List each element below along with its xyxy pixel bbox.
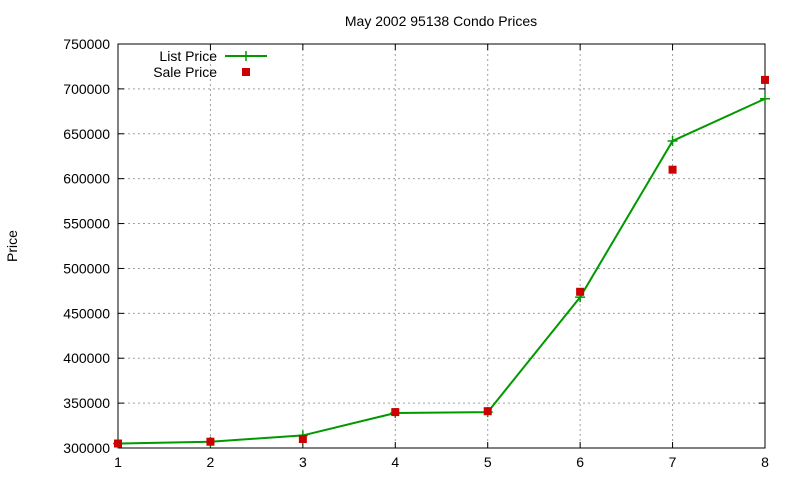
x-tick-label: 1 bbox=[114, 454, 122, 470]
list-price-point bbox=[760, 93, 770, 104]
y-tick-label: 450000 bbox=[63, 305, 110, 321]
y-tick-label: 750000 bbox=[63, 36, 110, 52]
y-tick-label: 600000 bbox=[63, 171, 110, 187]
x-tick-label: 3 bbox=[299, 454, 307, 470]
sale-price-point bbox=[576, 287, 585, 296]
legend-marker bbox=[242, 68, 250, 76]
sale-price-point bbox=[298, 435, 307, 444]
x-tick-labels: 1 2 3 4 5 6 7 8 bbox=[114, 454, 769, 470]
x-tick-label: 5 bbox=[484, 454, 492, 470]
sale-price-point bbox=[761, 75, 769, 84]
legend-label: Sale Price bbox=[153, 64, 217, 80]
x-tick-label: 6 bbox=[576, 454, 584, 470]
x-tick-label: 2 bbox=[207, 454, 215, 470]
sale-price-point bbox=[668, 165, 677, 174]
sale-price-point bbox=[483, 407, 492, 416]
sale-price-point bbox=[114, 439, 122, 448]
list-price-point bbox=[667, 135, 678, 146]
y-axis-label: Price bbox=[4, 230, 20, 262]
axis-ticks bbox=[117, 43, 766, 449]
y-tick-label: 550000 bbox=[63, 216, 110, 232]
list-price-line bbox=[117, 97, 766, 445]
sale-price-point bbox=[206, 437, 215, 446]
plot-frame bbox=[117, 43, 766, 449]
grid-lines bbox=[118, 44, 765, 448]
series-layer bbox=[113, 75, 770, 449]
legend-marker bbox=[241, 51, 251, 61]
y-tick-label: 400000 bbox=[63, 350, 110, 366]
y-tick-label: 350000 bbox=[63, 395, 110, 411]
y-tick-label: 650000 bbox=[63, 126, 110, 142]
chart-title: May 2002 95138 Condo Prices bbox=[345, 13, 537, 29]
y-tick-label: 700000 bbox=[63, 81, 110, 97]
sale-price-point bbox=[391, 408, 400, 417]
x-tick-label: 7 bbox=[669, 454, 677, 470]
x-tick-label: 4 bbox=[391, 454, 399, 470]
x-tick-label: 8 bbox=[761, 454, 769, 470]
legend-label: List Price bbox=[159, 48, 217, 64]
y-tick-labels: 300000 350000 400000 450000 500000 550000 6000… bbox=[63, 36, 110, 456]
y-tick-label: 500000 bbox=[63, 260, 110, 276]
y-tick-label: 300000 bbox=[63, 440, 110, 456]
